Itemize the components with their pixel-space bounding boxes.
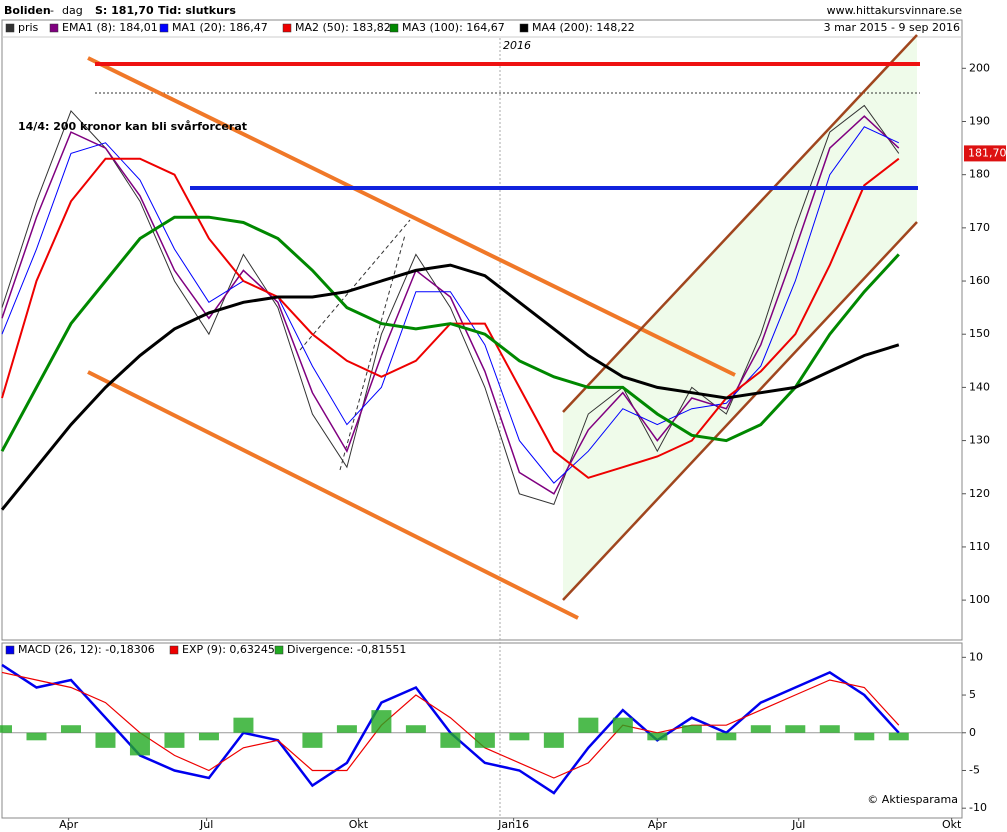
legend-label: pris [18, 21, 39, 34]
aux-line [339, 234, 406, 471]
legend-label: Divergence: -0,81551 [287, 643, 406, 656]
y-tick-label: 120 [969, 487, 990, 500]
series-line [1, 115, 900, 495]
divergence-bar [198, 732, 219, 741]
legend-swatch [5, 645, 15, 655]
divergence-bar [0, 725, 12, 733]
y-tick-label: 100 [969, 593, 990, 606]
series-line [1, 104, 900, 506]
legend-swatch [519, 23, 529, 33]
price-panel [1, 19, 963, 641]
y-tick-label: 190 [969, 114, 990, 127]
divergence-bar [233, 717, 254, 733]
legend-label: MA4 (200): 148,22 [532, 21, 635, 34]
x-tick-label: Jan16 [497, 818, 529, 831]
divergence-bar [371, 710, 392, 733]
legend-swatch [169, 645, 179, 655]
last-price-box [964, 145, 1006, 162]
series-line [1, 126, 900, 484]
legend-swatch [159, 23, 169, 33]
y-tick-label: -10 [969, 801, 987, 814]
y-tick-label: -5 [969, 763, 980, 776]
divergence-bar [750, 725, 771, 733]
channel-line [562, 221, 918, 601]
divergence-bar [612, 717, 633, 733]
legend-swatch [49, 23, 59, 33]
series-line [1, 671, 900, 779]
stock-name: Boliden [4, 4, 51, 17]
x-tick-label: Apr [648, 818, 668, 831]
trend-line [87, 370, 579, 620]
last-price: S: 181,70 [95, 4, 154, 17]
divergence-bar [302, 732, 323, 748]
divergence-bar [647, 732, 668, 741]
y-tick-label: 130 [969, 434, 990, 447]
x-tick-label: Apr [59, 818, 79, 831]
divergence-bar [716, 732, 737, 741]
y-tick-label: 170 [969, 221, 990, 234]
legend-swatch [282, 23, 292, 33]
y-tick-label: 140 [969, 380, 990, 393]
divergence-bar [440, 732, 461, 748]
y-tick-label: 110 [969, 540, 990, 553]
site: www.hittakursvinnare.se [827, 4, 963, 17]
y-tick-label: 160 [969, 274, 990, 287]
divergence-bar [405, 725, 426, 733]
series-line [0, 263, 900, 511]
legend-label: MA1 (20): 186,47 [172, 21, 268, 34]
legend-swatch [389, 23, 399, 33]
time-kind: Tid: slutkurs [158, 4, 236, 17]
legend-label: EXP (9): 0,63245 [182, 643, 275, 656]
divergence-bar [819, 725, 840, 733]
y-tick-label: 200 [969, 61, 990, 74]
divergence-bar [474, 732, 495, 748]
x-tick-label: Jul [791, 818, 805, 831]
series-line [0, 215, 900, 452]
y-tick-label: 5 [969, 688, 976, 701]
sep: - [50, 4, 54, 17]
divergence-bar [129, 732, 150, 756]
legend-label: MACD (26, 12): -0,18306 [18, 643, 155, 656]
watermark: © Aktiesparama [867, 793, 958, 806]
divergence-bar [681, 725, 702, 733]
x-tick-label: Okt [349, 818, 369, 831]
divergence-bar [543, 732, 564, 748]
x-tick-label: Jul [199, 818, 213, 831]
y-tick-label: 0 [969, 726, 976, 739]
divergence-bar [60, 725, 81, 733]
divergence-bar [336, 725, 357, 733]
legend-label: MA3 (100): 164,67 [402, 21, 505, 34]
y-tick-label: 10 [969, 650, 983, 663]
legend-swatch [5, 23, 15, 33]
divergence-bar [578, 717, 599, 733]
divergence-bar [854, 732, 875, 741]
divergence-bar [888, 732, 909, 741]
divergence-bar [95, 732, 116, 748]
divergence-bar [164, 732, 185, 748]
aux-line [299, 219, 411, 351]
year-label: 2016 [503, 39, 531, 52]
x-tick-label: Okt [942, 818, 962, 831]
y-tick-label: 180 [969, 168, 990, 181]
trend-line [87, 56, 736, 377]
last-price-label: 181,70 [968, 146, 1007, 159]
annotation: 14/4: 200 kronor kan bli svårforcerat [18, 120, 247, 133]
channel-line [562, 34, 918, 413]
legend-label: EMA1 (8): 184,01 [62, 21, 158, 34]
divergence-bar [509, 732, 530, 741]
period-kind: dag [62, 4, 83, 17]
legend-swatch [274, 645, 284, 655]
legend-label: MA2 (50): 183,82 [295, 21, 391, 34]
divergence-bar [26, 732, 47, 741]
y-tick-label: 150 [969, 327, 990, 340]
date-range: 3 mar 2015 - 9 sep 2016 [824, 21, 960, 34]
divergence-bar [785, 725, 806, 733]
